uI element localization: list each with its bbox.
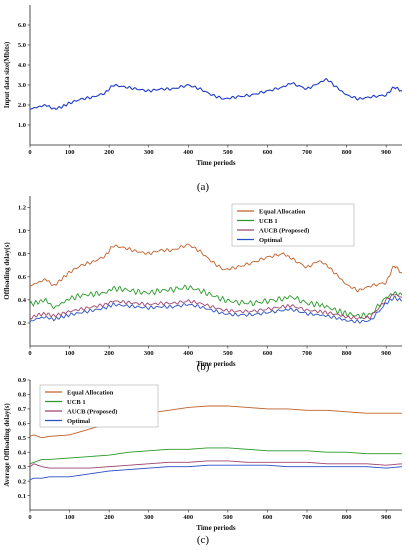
x-tick-label: 500 [223,514,233,521]
y-tick-label: 6.0 [18,22,26,29]
y-tick-label: 0.3 [18,464,27,471]
x-axis-label: Time periods [196,360,236,368]
y-tick-label: 0.9 [18,377,27,384]
x-tick-label: 100 [65,350,75,357]
x-axis-label: Time periods [196,159,236,167]
y-tick-label: 0.8 [18,251,27,258]
series-line-aucb-proposed [30,293,402,320]
x-tick-label: 0 [28,514,31,521]
series-line-optimal [30,464,402,481]
legend-label: Optimal [259,237,282,244]
y-tick-label: 1.0 [18,122,26,129]
y-tick-label: 0.4 [18,449,27,456]
x-tick-label: 300 [144,514,154,521]
x-tick-label: 900 [381,514,391,521]
x-tick-label: 800 [342,514,352,521]
series-line-input-data [30,78,402,111]
legend-label: AUCB (Proposed) [67,408,117,415]
y-tick-label: 0.2 [18,478,26,485]
y-tick-label: 0.8 [18,392,27,399]
x-tick-label: 300 [144,149,154,156]
series-line-aucb-proposed [30,460,402,469]
chart-panel-a: 0 100 200 300 400 500 600 700 800 900 1.0 2.0 3.0 4.0… [3,5,402,193]
y-tick-label: 5.0 [18,42,26,49]
x-tick-label: 200 [104,149,114,156]
y-tick-label: 0.1 [18,493,26,500]
y-axis-label: Offloading delay(s) [3,242,11,300]
chart-caption: (a) [197,181,210,193]
y-tick-label: 4.0 [18,62,26,69]
x-tick-label: 0 [28,350,31,357]
legend-label: Equal Allocation [259,208,306,215]
legend-label: AUCB (Proposed) [259,227,309,234]
x-tick-label: 800 [342,350,352,357]
x-tick-label: 600 [263,350,273,357]
x-tick-label: 700 [302,350,312,357]
x-tick-label: 500 [223,149,233,156]
series-line-equal-allocation [30,243,402,293]
x-tick-label: 0 [28,149,31,156]
x-axis-label: Time periods [196,524,236,532]
series-line-ucb-1 [30,284,402,320]
x-tick-label: 900 [381,350,391,357]
y-tick-label: 2.0 [18,102,26,109]
x-tick-label: 700 [302,514,312,521]
y-tick-label: 0.6 [18,274,27,281]
series-line-equal-allocation [30,405,402,439]
y-tick-label: 1.0 [18,228,26,235]
x-tick-label: 200 [104,350,114,357]
y-tick-label: 0.2 [18,320,26,327]
legend-label: Equal Allocation [67,389,114,396]
legend: Equal Allocation UCB 1 AUCB (Proposed) Opti… [231,203,355,247]
chart-caption: (b) [197,361,210,373]
x-tick-label: 400 [183,350,193,357]
x-tick-label: 300 [144,350,154,357]
y-tick-label: 0.6 [18,421,27,428]
y-tick-label: 3.0 [18,82,26,89]
x-tick-label: 100 [65,514,75,521]
x-tick-label: 600 [263,514,273,521]
chart-caption: (c) [197,534,210,546]
y-tick-label: 0.4 [18,297,27,304]
legend-label: UCB 1 [67,399,86,406]
x-tick-label: 400 [183,149,193,156]
x-tick-label: 200 [104,514,114,521]
y-tick-label: 0.7 [18,406,27,413]
y-tick-label: 0.5 [18,435,27,442]
x-tick-label: 100 [65,149,75,156]
series-line-ucb-1 [30,447,402,465]
x-tick-label: 800 [342,149,352,156]
x-tick-label: 400 [183,514,193,521]
y-tick-label: 1.2 [18,205,26,212]
series-line-optimal [30,296,402,324]
chart-panel-b: 0 100 200 300 400 500 600 700 800 900 0.2 0.4 0.6 0.8… [3,196,402,373]
y-axis-label: Average Offloading delay(s) [3,403,11,487]
x-tick-label: 600 [263,149,273,156]
legend: Equal Allocation UCB 1 AUCB (Proposed) Opti… [39,384,159,428]
x-tick-label: 700 [302,149,312,156]
chart-panel-c: 0 100 200 300 400 500 600 700 800 900 0.1 0.2 0.3 0.4… [3,377,402,546]
x-tick-label: 500 [223,350,233,357]
y-axis-label: Input data size(Mbits) [3,41,11,108]
x-tick-label: 900 [381,149,391,156]
legend-label: Optimal [67,418,90,425]
legend-label: UCB 1 [259,218,278,225]
